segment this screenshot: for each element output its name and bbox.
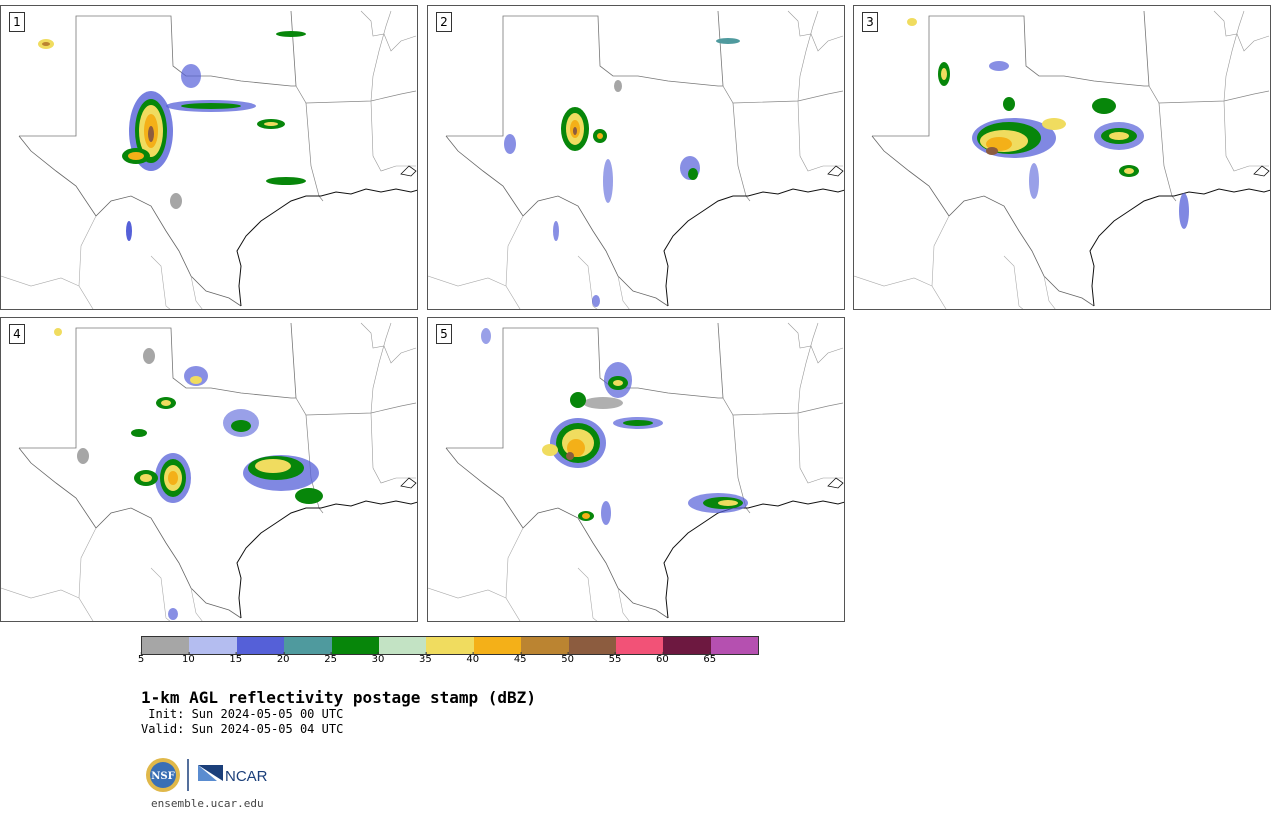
- colorbar-segment: [331, 637, 379, 654]
- colorbar-tick-label: 25: [324, 652, 337, 665]
- map-canvas-1: [1, 10, 417, 309]
- colorbar-tick-label: 15: [229, 652, 243, 665]
- colorbar-tick-label: 60: [656, 652, 669, 665]
- colorbar-tick-label: 5: [137, 652, 145, 665]
- colorbar-tick-label: 30: [371, 652, 385, 665]
- colorbar-segment: [568, 637, 616, 654]
- panel-number-label: 4: [9, 324, 25, 344]
- colorbar-tick-label: 50: [561, 652, 574, 665]
- reflectivity-cells-2: [504, 38, 740, 307]
- panel-number-label: 1: [9, 12, 25, 32]
- panel-number-label: 5: [436, 324, 452, 344]
- nsf-logo-text: NSF: [151, 771, 174, 782]
- map-canvas-2: [428, 10, 844, 309]
- panel-number-label: 2: [436, 12, 452, 32]
- site-url: ensemble.ucar.edu: [151, 797, 264, 810]
- colorbar-segment: [521, 637, 569, 654]
- plot-title: 1-km AGL reflectivity postage stamp (dBZ…: [141, 688, 536, 707]
- colorbar-ticks: 5 10 15 20 25 30 35 40 45 50 55 60 65: [137, 652, 756, 674]
- map-canvas-3: [854, 10, 1270, 309]
- logo-group: NSF NCAR: [145, 757, 275, 793]
- reflectivity-cells-1: [38, 31, 306, 241]
- colorbar-segment: [189, 637, 237, 654]
- valid-time-label: Valid: Sun 2024-05-05 04 UTC: [141, 722, 344, 736]
- map-panel-2: 2: [427, 5, 845, 310]
- colorbar-segment: [710, 637, 759, 654]
- map-panel-3: 3: [853, 5, 1271, 310]
- reflectivity-cells-4: [54, 328, 323, 620]
- colorbar-segment: [615, 637, 664, 654]
- init-time-label: Init: Sun 2024-05-05 00 UTC: [141, 707, 344, 721]
- colorbar-segment: [378, 637, 427, 654]
- colorbar-tick-label: 45: [513, 652, 527, 665]
- colorbar-segment: [142, 637, 190, 654]
- colorbar-tick-label: 20: [276, 652, 290, 665]
- colorbar-segment: [426, 637, 474, 654]
- colorbar-tick-label: 35: [419, 652, 432, 665]
- reflectivity-cells-5: [481, 328, 748, 525]
- map-panel-5: 5: [427, 317, 845, 622]
- map-panel-4: 4: [0, 317, 418, 622]
- colorbar-tick-label: 65: [703, 652, 717, 665]
- map-panel-1: 1: [0, 5, 418, 310]
- reflectivity-cells-3: [907, 18, 1189, 229]
- ncar-logo-icon: NCAR: [198, 765, 268, 785]
- panel-number-label: 3: [862, 12, 878, 32]
- colorbar-tick-label: 10: [182, 652, 195, 665]
- nsf-logo-icon: NSF: [146, 758, 180, 792]
- ncar-logo-text: NCAR: [225, 768, 268, 785]
- colorbar-tick-label: 55: [608, 652, 622, 665]
- map-canvas-4: [1, 322, 417, 621]
- reflectivity-colorbar: [141, 636, 760, 655]
- colorbar-segment: [663, 637, 711, 654]
- colorbar-segment: [236, 637, 285, 654]
- colorbar-segment: [473, 637, 522, 654]
- map-canvas-5: [428, 322, 844, 621]
- colorbar-segment: [284, 637, 332, 654]
- colorbar-tick-label: 40: [466, 652, 480, 665]
- nsf-ncar-logos: NSF NCAR: [146, 758, 268, 792]
